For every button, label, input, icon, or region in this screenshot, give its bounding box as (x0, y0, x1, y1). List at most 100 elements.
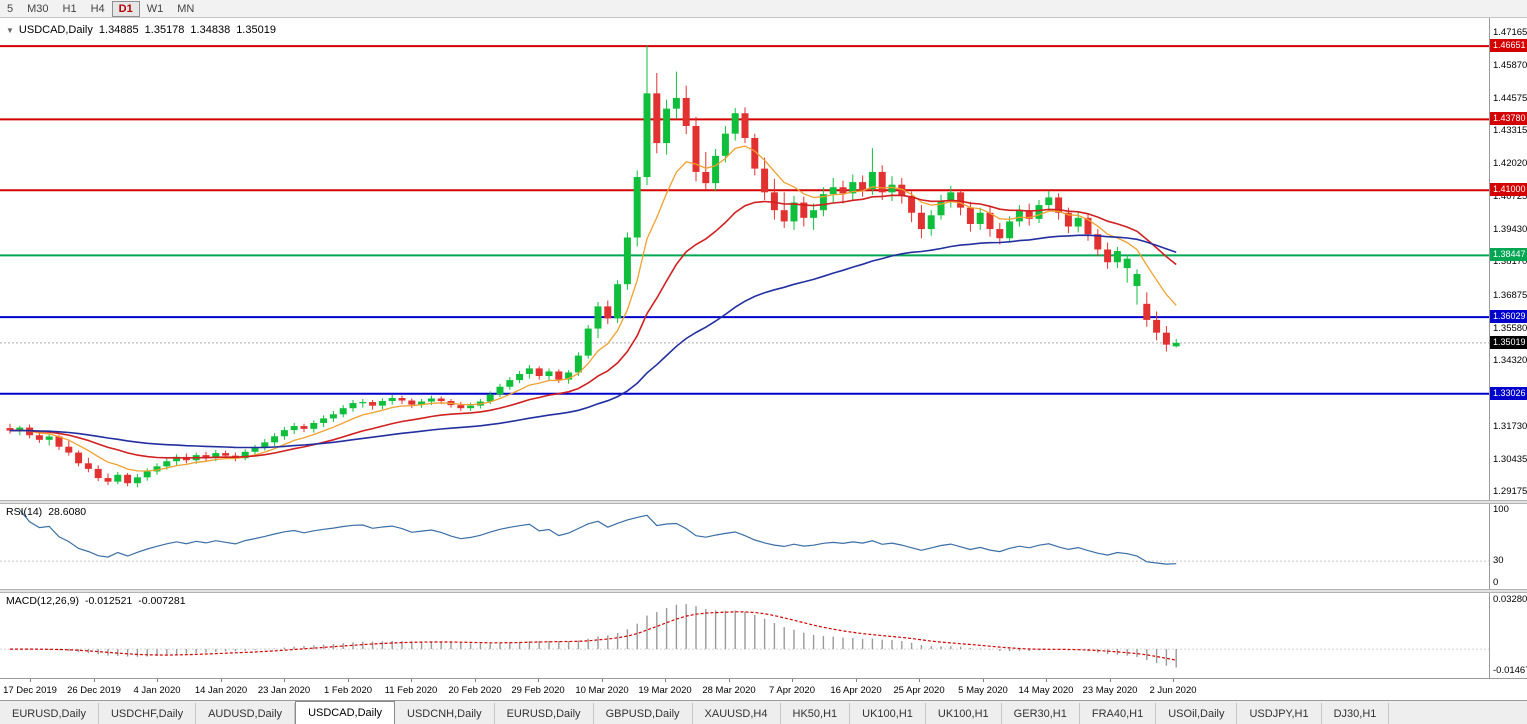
tab-uk100-h1[interactable]: UK100,H1 (926, 703, 1002, 724)
timeframe-button-h1[interactable]: H1 (62, 2, 77, 15)
ma-fast-line (9, 145, 1177, 472)
date-tick-mark (1110, 679, 1111, 682)
chart-close-value: 1.35019 (236, 24, 276, 36)
date-axis-label: 17 Dec 2019 (3, 685, 57, 696)
panel-splitter[interactable] (0, 500, 1527, 504)
price-tick-label: 1.38170 (1493, 256, 1527, 267)
date-tick-mark (602, 679, 603, 682)
tab-usdcnh-daily[interactable]: USDCNH,Daily (395, 703, 495, 724)
price-tick-label: 1.47165 (1493, 27, 1527, 38)
rsi-line (19, 509, 1177, 565)
price-axis[interactable]: 1.47165 1.45870 1.44575 1.43315 1.42020 1.407… (1489, 18, 1527, 678)
chart-dropdown-icon[interactable]: ▼ (6, 26, 14, 35)
date-tick-mark (475, 679, 476, 682)
tab-audusd-daily[interactable]: AUDUSD,Daily (196, 703, 296, 724)
tab-dj30-h1[interactable]: DJ30,H1 (1322, 703, 1390, 724)
timeframe-button-h4[interactable]: H4 (90, 2, 105, 15)
price-tick-label: 1.31730 (1493, 421, 1527, 432)
timeframe-button-m30[interactable]: M30 (27, 2, 49, 15)
macd-signal-value: -0.007281 (138, 595, 186, 607)
panel-splitter[interactable] (0, 589, 1527, 593)
ma-slow-line (9, 234, 1177, 449)
price-tick-label: 1.34320 (1493, 355, 1527, 366)
date-axis[interactable]: 17 Dec 2019 26 Dec 2019 4 Jan 2020 14 Jan 2… (0, 678, 1527, 700)
date-tick-mark (983, 679, 984, 682)
macd-indicator-name: MACD(12,26,9) (6, 595, 79, 607)
price-level-badge[interactable]: 1.38447 (1490, 248, 1527, 261)
horizontal-level-lines[interactable] (0, 45, 1489, 395)
tab-fra40-h1[interactable]: FRA40,H1 (1080, 703, 1157, 724)
date-tick-mark (792, 679, 793, 682)
price-tick-label: 1.36875 (1493, 290, 1527, 301)
price-tick-label: 1.35580 (1493, 323, 1527, 334)
price-level-badge[interactable]: 1.41000 (1490, 183, 1527, 196)
date-axis-label: 4 Jan 2020 (133, 685, 181, 696)
chart-symbol: USDCAD,Daily (18, 24, 93, 36)
rsi-plot (0, 509, 1489, 565)
timeframe-button-5[interactable]: 5 (7, 2, 14, 15)
date-axis-label: 14 May 2020 (1018, 685, 1074, 696)
date-axis-label: 7 Apr 2020 (769, 685, 815, 696)
ma-medium-line (9, 194, 1177, 459)
date-axis-label: 28 Mar 2020 (702, 685, 756, 696)
rsi-axis-label: 0 (1493, 577, 1499, 588)
date-tick-mark (30, 679, 31, 682)
date-tick-mark (221, 679, 222, 682)
macd-signal-line (10, 611, 1177, 661)
current-price-badge[interactable]: 1.35019 (1490, 336, 1527, 349)
price-tick-label: 1.43315 (1493, 125, 1527, 136)
rsi-label: RSI(14) 28.6080 (6, 506, 92, 518)
tab-ger30-h1[interactable]: GER30,H1 (1002, 703, 1080, 724)
date-axis-label: 29 Feb 2020 (511, 685, 565, 696)
macd-label: MACD(12,26,9) -0.012521 -0.007281 (6, 595, 192, 607)
date-tick-mark (348, 679, 349, 682)
price-level-badge[interactable]: 1.36029 (1490, 310, 1527, 323)
timeframe-button-d1[interactable]: D1 (111, 0, 140, 17)
tab-uk100-h1[interactable]: UK100,H1 (850, 703, 926, 724)
macd-axis-label: -0.01467 (1493, 665, 1527, 676)
macd-histogram (19, 604, 1177, 668)
rsi-value: 28.6080 (48, 506, 87, 518)
tab-hk50-h1[interactable]: HK50,H1 (781, 703, 851, 724)
candles (6, 45, 1180, 488)
date-tick-mark (729, 679, 730, 682)
date-axis-label: 2 Jun 2020 (1149, 685, 1197, 696)
date-tick-mark (1046, 679, 1047, 682)
chart-high-value: 1.35178 (144, 24, 185, 36)
timeframe-button-w1[interactable]: W1 (146, 2, 164, 15)
candlestick-chart[interactable] (0, 18, 1489, 500)
price-chart-panel[interactable]: ▼ USDCAD,Daily 1.34885 1.35178 1.34838 1.3501… (0, 18, 1489, 500)
macd-panel[interactable]: MACD(12,26,9) -0.012521 -0.007281 (0, 593, 1489, 678)
date-tick-mark (1173, 679, 1174, 682)
date-tick-mark (538, 679, 539, 682)
price-tick-label: 1.45870 (1493, 60, 1527, 71)
macd-plot (0, 604, 1489, 668)
macd-main-value: -0.012521 (84, 595, 133, 607)
price-level-badge[interactable]: 1.43780 (1490, 112, 1527, 125)
tab-gbpusd-daily[interactable]: GBPUSD,Daily (594, 703, 693, 724)
timeframe-toolbar: 5 M30 H1 H4 D1 W1 MN (0, 0, 1527, 18)
tab-eurusd-daily[interactable]: EURUSD,Daily (495, 703, 594, 724)
tab-eurusd-daily[interactable]: EURUSD,Daily (0, 703, 99, 724)
rsi-axis-label: 30 (1493, 555, 1504, 566)
tab-usdjpy-h1[interactable]: USDJPY,H1 (1237, 703, 1322, 724)
rsi-indicator-name: RSI(14) (6, 506, 43, 518)
date-axis-label: 26 Dec 2019 (67, 685, 121, 696)
timeframe-button-mn[interactable]: MN (177, 2, 195, 15)
price-level-badge[interactable]: 1.33026 (1490, 387, 1527, 400)
rsi-panel[interactable]: RSI(14) 28.6080 (0, 504, 1489, 589)
price-level-badge[interactable]: 1.46651 (1490, 39, 1527, 52)
price-tick-label: 1.44575 (1493, 93, 1527, 104)
date-axis-label: 14 Jan 2020 (194, 685, 248, 696)
chart-low-value: 1.34838 (190, 24, 231, 36)
date-tick-mark (94, 679, 95, 682)
date-tick-mark (856, 679, 857, 682)
tab-usdcad-daily[interactable]: USDCAD,Daily (295, 701, 396, 724)
tab-usdchf-daily[interactable]: USDCHF,Daily (99, 703, 197, 724)
rsi-axis-label: 100 (1493, 504, 1509, 515)
date-axis-label: 25 Apr 2020 (893, 685, 945, 696)
tab-xauusd-h4[interactable]: XAUUSD,H4 (693, 703, 781, 724)
tab-usoil-daily[interactable]: USOil,Daily (1156, 703, 1238, 724)
date-tick-mark (919, 679, 920, 682)
